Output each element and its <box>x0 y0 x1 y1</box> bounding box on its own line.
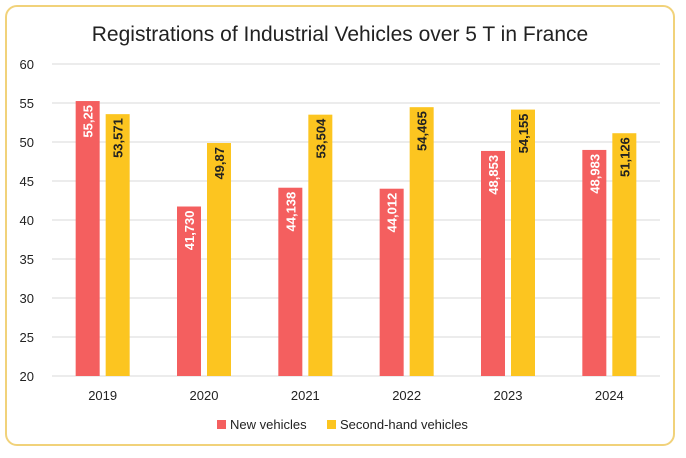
x-tick-label-2023: 2023 <box>494 388 523 403</box>
data-label-new-2024: 48,983 <box>587 154 602 194</box>
bar-new-2022 <box>379 188 404 376</box>
gridlines <box>52 63 660 377</box>
legend-label-new: New vehicles <box>230 417 307 432</box>
bar-second-hand-2023 <box>511 109 535 376</box>
bar-second-hand-2019 <box>105 114 130 376</box>
x-tick-label-2022: 2022 <box>392 388 421 403</box>
data-label-second-hand-2022: 54,465 <box>415 111 430 151</box>
data-label-new-2023: 48,853 <box>486 155 501 195</box>
legend: New vehicles Second-hand vehicles <box>217 417 468 432</box>
legend-label-second-hand: Second-hand vehicles <box>340 417 468 432</box>
data-label-second-hand-2021: 53,504 <box>313 118 328 159</box>
bar-new-2021 <box>278 187 303 376</box>
y-tick-label-55: 55 <box>20 96 34 111</box>
bar-new-2019 <box>75 101 100 377</box>
data-label-second-hand-2024: 51,126 <box>617 137 632 177</box>
legend-swatch-new <box>217 420 226 429</box>
data-label-new-2020: 41,730 <box>182 211 197 251</box>
legend-swatch-second-hand <box>327 420 336 429</box>
y-tick-label-40: 40 <box>20 213 34 228</box>
y-tick-label-20: 20 <box>20 369 34 384</box>
y-tick-label-60: 60 <box>20 57 34 72</box>
y-tick-label-50: 50 <box>20 135 34 150</box>
bar-second-hand-2020 <box>207 143 231 376</box>
bars: 55,25 53,571 41,730 49,87 44,138 53,504 44,012… <box>75 101 637 377</box>
y-axis-ticks: 20 25 30 35 40 45 50 55 60 <box>20 57 34 384</box>
x-tick-label-2024: 2024 <box>595 388 624 403</box>
x-tick-label-2019: 2019 <box>88 388 117 403</box>
bar-second-hand-2024 <box>612 133 637 376</box>
y-tick-label-25: 25 <box>20 330 34 345</box>
data-label-new-2021: 44,138 <box>283 192 298 232</box>
bar-new-2023 <box>481 150 505 376</box>
data-label-new-2022: 44,012 <box>385 193 400 233</box>
bar-new-2024 <box>582 149 607 376</box>
x-tick-label-2021: 2021 <box>291 388 320 403</box>
x-tick-label-2020: 2020 <box>190 388 219 403</box>
chart-title: Registrations of Industrial Vehicles ove… <box>92 23 588 46</box>
y-tick-label-45: 45 <box>20 174 34 189</box>
bar-new-2020 <box>177 206 201 376</box>
data-label-second-hand-2020: 49,87 <box>212 147 227 180</box>
data-label-second-hand-2023: 54,155 <box>516 114 531 154</box>
x-axis-ticks: 2019 2020 2021 2022 2023 2024 <box>88 388 624 403</box>
bar-second-hand-2022 <box>409 107 434 376</box>
data-label-new-2019: 55,25 <box>81 105 96 138</box>
y-tick-label-35: 35 <box>20 252 34 267</box>
data-label-second-hand-2019: 53,571 <box>111 118 126 158</box>
y-tick-label-30: 30 <box>20 291 34 306</box>
bar-second-hand-2021 <box>308 114 333 377</box>
